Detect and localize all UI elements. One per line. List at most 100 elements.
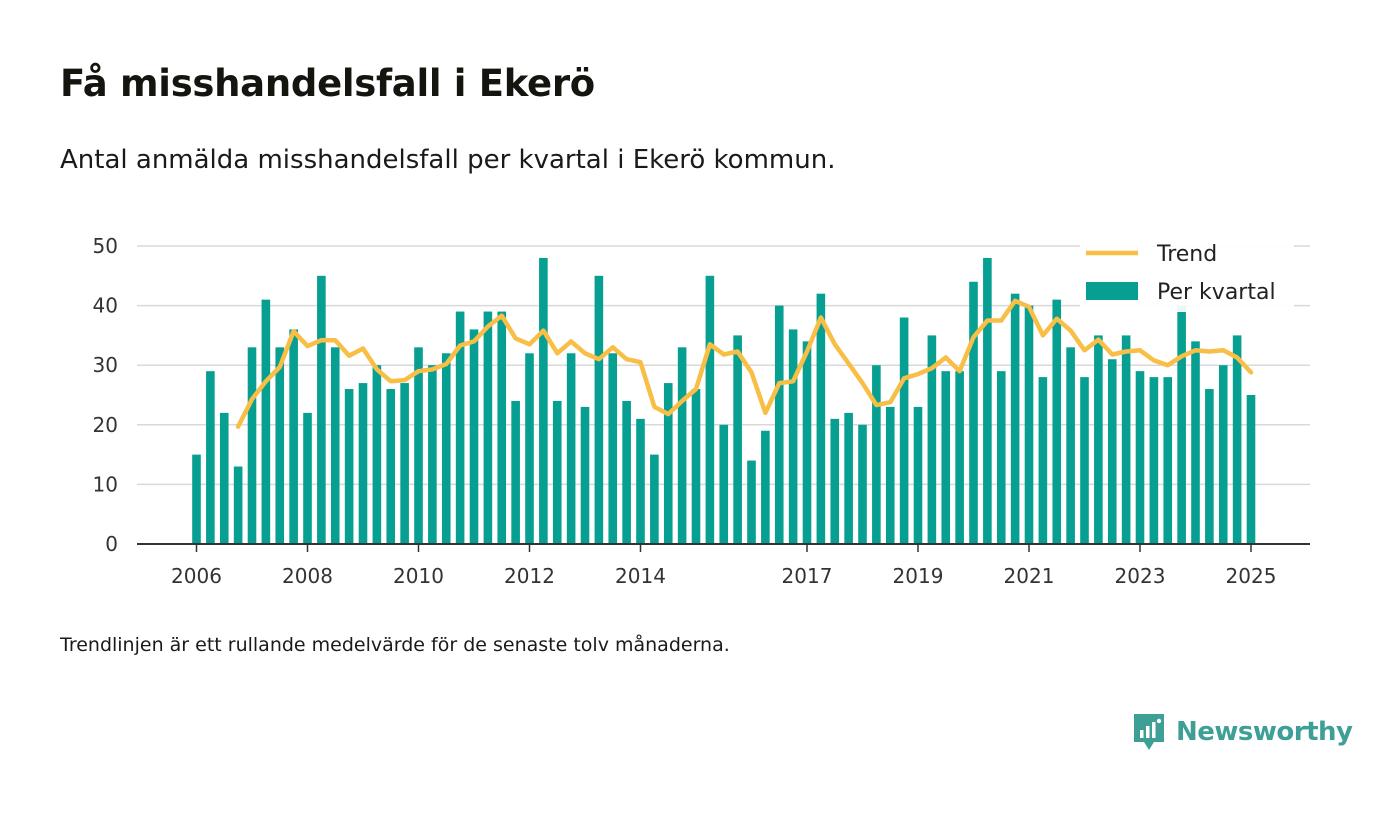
bar <box>275 347 285 544</box>
bar <box>206 371 215 544</box>
bar <box>858 424 867 544</box>
chart-subtitle: Antal anmälda misshandelsfall per kvarta… <box>60 145 836 175</box>
legend-bar-swatch <box>1086 282 1138 300</box>
bar <box>705 275 715 544</box>
bar <box>816 293 826 544</box>
bar <box>1177 305 1186 544</box>
bar <box>483 311 493 544</box>
chart: 0 10 20 30 40 50 2006 2008 2010 2012 2014 2017 2019… <box>93 234 1310 588</box>
bar <box>289 329 298 544</box>
bar <box>774 305 784 544</box>
bar <box>802 341 812 544</box>
chart-title: Få misshandelsfall i Ekerö <box>60 62 595 105</box>
legend-trend-label: Trend <box>1156 242 1217 267</box>
x-tick-label: 2006 <box>171 564 222 588</box>
bar <box>372 365 382 544</box>
y-tick-label: 10 <box>93 472 118 496</box>
bar <box>386 389 396 544</box>
bar <box>539 257 548 544</box>
bar <box>414 347 423 544</box>
y-axis-ticks: 0 10 20 30 40 50 <box>93 234 118 556</box>
bar <box>497 311 507 544</box>
bar <box>955 371 964 544</box>
bar <box>303 412 312 544</box>
bar <box>428 365 437 544</box>
bar <box>941 371 951 544</box>
bar <box>580 406 590 544</box>
bar <box>594 275 604 544</box>
bar <box>525 353 534 544</box>
bar <box>1052 299 1062 544</box>
brand-name: Newsworthy <box>1176 717 1353 747</box>
legend-bar-label: Per kvartal <box>1157 280 1276 305</box>
bar <box>1149 377 1159 544</box>
bar <box>358 383 368 544</box>
bar <box>872 365 881 544</box>
bar <box>400 383 409 544</box>
bar <box>996 371 1006 544</box>
newsworthy-logo-icon <box>1134 714 1164 750</box>
y-tick-label: 50 <box>93 234 118 258</box>
bar <box>1010 293 1020 544</box>
bar <box>233 466 243 544</box>
x-tick-label: 2021 <box>1004 564 1055 588</box>
bar <box>1024 305 1034 544</box>
bar <box>1205 389 1214 544</box>
y-tick-label: 40 <box>93 294 118 318</box>
bar <box>455 311 465 544</box>
y-tick-label: 0 <box>105 532 118 556</box>
bar <box>983 257 992 544</box>
bar <box>441 353 451 544</box>
bar <box>1038 377 1048 544</box>
bar <box>1066 347 1075 544</box>
bar <box>511 400 520 544</box>
bar <box>636 418 645 544</box>
bar <box>552 400 562 544</box>
legend: Trend Per kvartal <box>1080 238 1294 312</box>
bar <box>469 329 479 544</box>
y-tick-label: 20 <box>93 413 118 437</box>
bar <box>830 418 840 544</box>
x-tick-label: 2012 <box>504 564 555 588</box>
bar <box>1121 335 1131 544</box>
x-tick-label: 2023 <box>1115 564 1166 588</box>
bar <box>247 347 257 544</box>
x-tick-label: 2010 <box>393 564 444 588</box>
bar <box>219 412 229 544</box>
bar <box>622 400 631 544</box>
bar-series-per-kvartal <box>192 257 1256 544</box>
bar <box>1080 377 1089 544</box>
bar <box>927 335 937 544</box>
x-tick-label: 2014 <box>615 564 666 588</box>
bar <box>261 299 271 544</box>
bar <box>663 383 673 544</box>
bar <box>733 335 742 544</box>
bar <box>969 281 978 544</box>
x-tick-label: 2025 <box>1226 564 1277 588</box>
x-tick-label: 2008 <box>282 564 333 588</box>
bar <box>1191 341 1200 544</box>
bar <box>788 329 798 544</box>
bar <box>566 353 576 544</box>
bar <box>747 460 756 544</box>
bar <box>719 424 729 544</box>
bar <box>650 454 659 544</box>
bar <box>192 454 201 544</box>
bar <box>1218 365 1228 544</box>
trend-line <box>235 298 1254 429</box>
x-tick-label: 2019 <box>893 564 944 588</box>
bar <box>330 347 340 544</box>
bar <box>677 347 687 544</box>
footnote: Trendlinjen är ett rullande medelvärde f… <box>60 634 730 656</box>
bar <box>1107 359 1117 544</box>
x-axis-ticks: 2006 2008 2010 2012 2014 2017 2019 2021 2023 2025 <box>171 544 1276 588</box>
bar <box>885 406 895 544</box>
bar <box>899 317 909 544</box>
bar <box>344 389 354 544</box>
bar <box>844 412 853 544</box>
bar <box>1232 335 1242 544</box>
bar <box>913 406 923 544</box>
bar <box>608 353 618 544</box>
bar <box>761 430 770 544</box>
bar <box>1246 395 1256 544</box>
